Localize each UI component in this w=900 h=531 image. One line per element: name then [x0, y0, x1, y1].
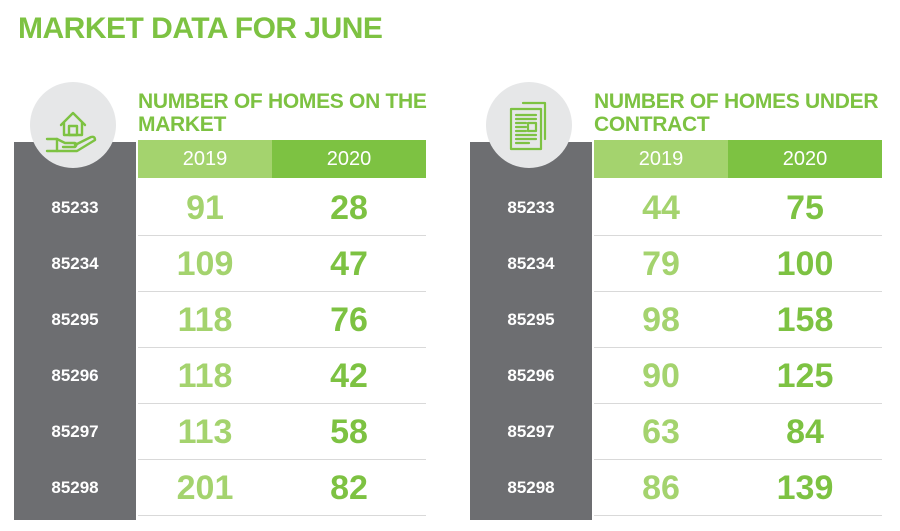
- value-2020: 75: [786, 188, 824, 227]
- table-rows: 85233 91 28 85234 109 47 85295 118 76 85…: [14, 180, 426, 516]
- table-row: 85296 90 125: [470, 348, 882, 404]
- value-2020: 76: [330, 300, 368, 339]
- value-2020: 100: [776, 244, 834, 283]
- value-2019: 91: [186, 188, 224, 227]
- value-2020: 42: [330, 356, 368, 395]
- zip-column-background: [470, 142, 592, 520]
- zip-code: 85298: [507, 478, 555, 497]
- zip-code: 85295: [51, 310, 99, 329]
- column-header-2020: 2020: [272, 140, 426, 178]
- value-2019: 86: [642, 468, 680, 507]
- zip-code: 85233: [51, 198, 99, 217]
- row-divider: [594, 515, 882, 516]
- table-row: 85233 91 28: [14, 180, 426, 236]
- row-divider: [594, 235, 882, 236]
- value-2020: 58: [330, 412, 368, 451]
- panel-title: NUMBER OF HOMES ON THE MARKET: [138, 90, 427, 136]
- row-divider: [594, 347, 882, 348]
- zip-code: 85233: [507, 198, 555, 217]
- row-divider: [594, 291, 882, 292]
- value-2019: 63: [642, 412, 680, 451]
- table-row: 85233 44 75: [470, 180, 882, 236]
- value-2020: 125: [776, 356, 834, 395]
- value-2020: 47: [330, 244, 368, 283]
- zip-code: 85295: [507, 310, 555, 329]
- row-divider: [594, 459, 882, 460]
- row-divider: [138, 403, 426, 404]
- row-divider: [138, 291, 426, 292]
- value-2020: 158: [776, 300, 834, 339]
- value-2020: 139: [776, 468, 834, 507]
- row-divider: [138, 347, 426, 348]
- homes-on-market-table: NUMBER OF HOMES ON THE MARKET 2019 2020 …: [14, 82, 427, 520]
- house-in-hand-icon: [30, 82, 116, 168]
- value-2019: 118: [177, 300, 233, 339]
- value-2020: 84: [786, 412, 824, 451]
- zip-code: 85234: [507, 254, 555, 273]
- value-2019: 98: [642, 300, 680, 339]
- row-divider: [138, 459, 426, 460]
- table-rows: 85233 44 75 85234 79 100 85295 98 158 85…: [470, 180, 882, 516]
- zip-column-background: [14, 142, 136, 520]
- column-header-2019: 2019: [594, 140, 728, 178]
- value-2019: 44: [642, 188, 680, 227]
- table-row: 85297 113 58: [14, 404, 426, 460]
- table-row: 85298 86 139: [470, 460, 882, 516]
- table-row: 85297 63 84: [470, 404, 882, 460]
- contract-documents-icon: [486, 82, 572, 168]
- table-row: 85298 201 82: [14, 460, 426, 516]
- page-title: MARKET DATA FOR JUNE: [18, 12, 383, 45]
- row-divider: [138, 235, 426, 236]
- value-2019: 90: [642, 356, 680, 395]
- row-divider: [594, 403, 882, 404]
- table-row: 85234 79 100: [470, 236, 882, 292]
- value-2019: 113: [177, 412, 233, 451]
- row-divider: [138, 515, 426, 516]
- zip-code: 85297: [507, 422, 555, 441]
- table-row: 85296 118 42: [14, 348, 426, 404]
- column-header-2020: 2020: [728, 140, 882, 178]
- panel-title: NUMBER OF HOMES UNDER CONTRACT: [594, 90, 879, 136]
- homes-under-contract-table: NUMBER OF HOMES UNDER CONTRACT 2019 2020…: [470, 82, 882, 520]
- zip-code: 85296: [51, 366, 99, 385]
- zip-code: 85297: [51, 422, 99, 441]
- value-2020: 28: [330, 188, 368, 227]
- value-2019: 109: [176, 244, 234, 283]
- table-row: 85295 98 158: [470, 292, 882, 348]
- column-header-2019: 2019: [138, 140, 272, 178]
- value-2019: 201: [176, 468, 234, 507]
- value-2019: 118: [177, 356, 233, 395]
- zip-code: 85296: [507, 366, 555, 385]
- value-2020: 82: [330, 468, 368, 507]
- zip-code: 85298: [51, 478, 99, 497]
- table-row: 85295 118 76: [14, 292, 426, 348]
- value-2019: 79: [642, 244, 680, 283]
- zip-code: 85234: [51, 254, 99, 273]
- table-row: 85234 109 47: [14, 236, 426, 292]
